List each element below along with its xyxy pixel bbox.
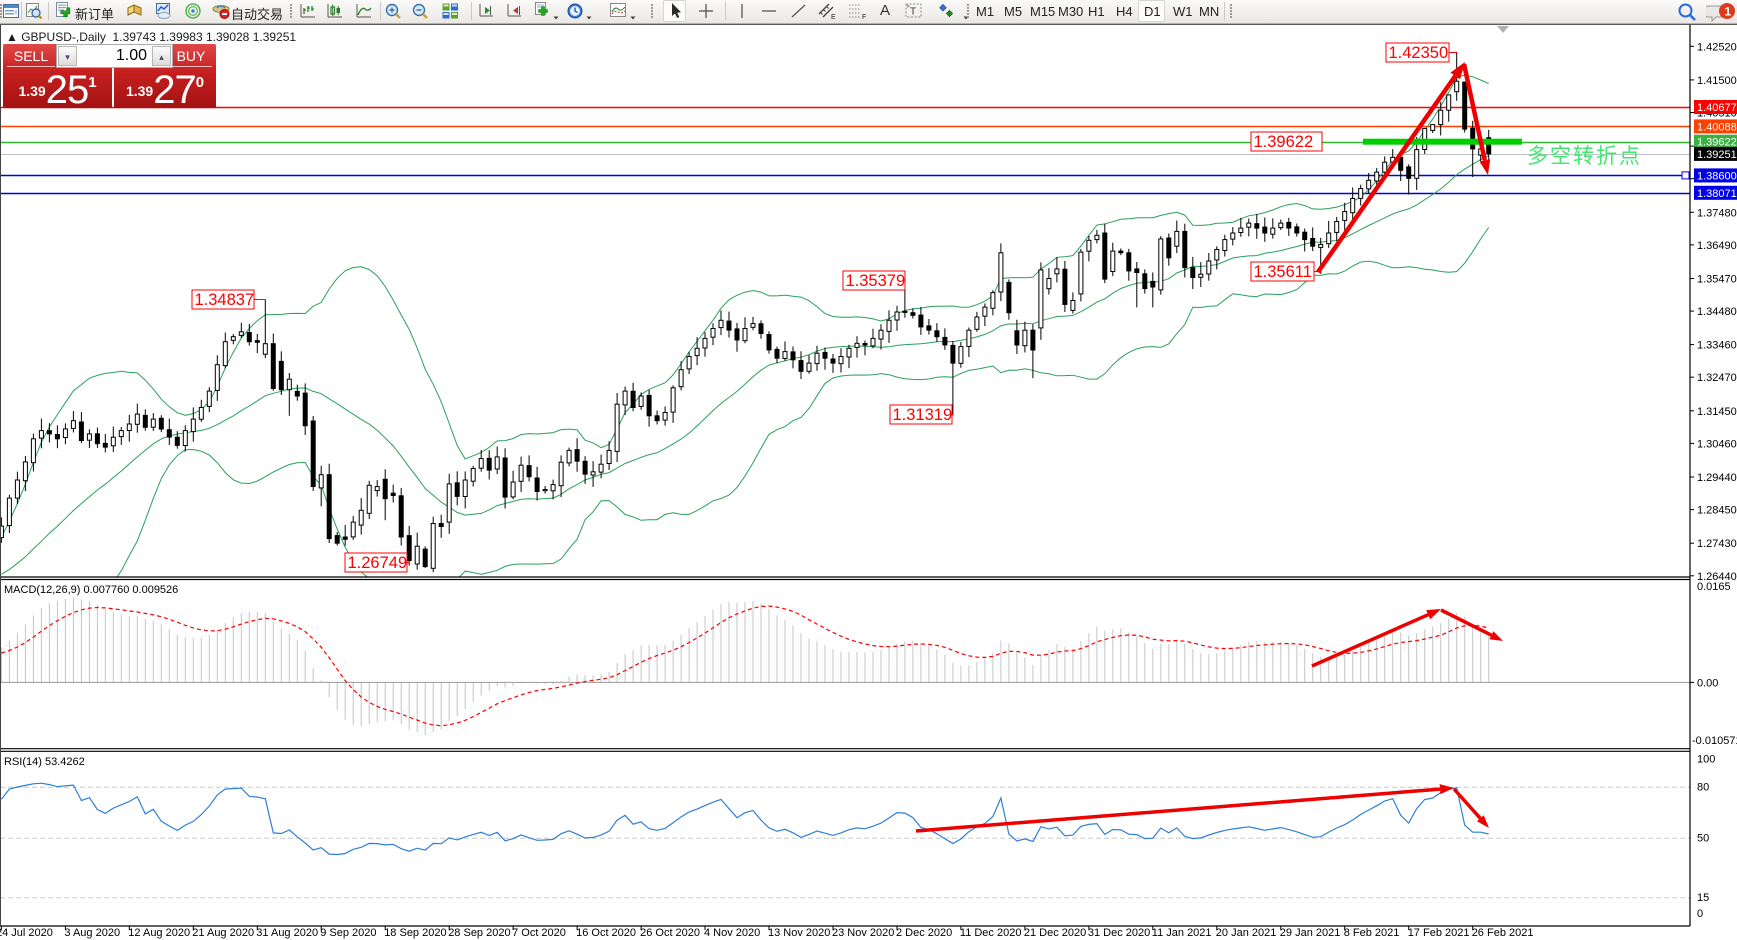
svg-text:1.39622: 1.39622	[1254, 133, 1314, 151]
svg-text:1.31450: 1.31450	[1697, 406, 1737, 418]
svg-text:F: F	[862, 14, 866, 20]
svg-text:0.00: 0.00	[1697, 677, 1718, 689]
svg-text:1.38071: 1.38071	[1697, 188, 1737, 200]
svg-text:1.40677: 1.40677	[1697, 102, 1737, 114]
svg-text:0: 0	[1697, 908, 1703, 920]
svg-text:1.33460: 1.33460	[1697, 340, 1737, 352]
svg-text:2 Dec 2020: 2 Dec 2020	[896, 927, 952, 939]
svg-text:1.38600: 1.38600	[1697, 170, 1737, 182]
svg-text:13 Nov 2020: 13 Nov 2020	[768, 927, 830, 939]
svg-text:31 Dec 2020: 31 Dec 2020	[1088, 927, 1150, 939]
svg-text:26 Oct 2020: 26 Oct 2020	[640, 927, 700, 939]
svg-text:1.35379: 1.35379	[846, 272, 906, 290]
svg-text:23 Nov 2020: 23 Nov 2020	[832, 927, 894, 939]
svg-text:1.35470: 1.35470	[1697, 274, 1737, 286]
svg-text:1.34837: 1.34837	[195, 291, 255, 309]
svg-text:1.31319: 1.31319	[893, 406, 953, 424]
svg-text:15: 15	[1697, 892, 1709, 904]
svg-text:80: 80	[1697, 781, 1709, 793]
svg-text:12 Aug 2020: 12 Aug 2020	[128, 927, 190, 939]
svg-text:11 Jan 2021: 11 Jan 2021	[1152, 927, 1212, 939]
svg-text:21 Dec 2020: 21 Dec 2020	[1024, 927, 1086, 939]
svg-text:1.35611: 1.35611	[1254, 263, 1312, 281]
svg-text:1.42350: 1.42350	[1389, 44, 1449, 62]
svg-text:21 Aug 2020: 21 Aug 2020	[192, 927, 254, 939]
svg-text:1.37480: 1.37480	[1697, 207, 1737, 219]
svg-text:11 Dec 2020: 11 Dec 2020	[960, 927, 1022, 939]
svg-text:3 Aug 2020: 3 Aug 2020	[64, 927, 120, 939]
svg-text:1: 1	[1725, 5, 1732, 19]
svg-text:1.39251: 1.39251	[1697, 149, 1737, 161]
svg-text:26 Feb 2021: 26 Feb 2021	[1472, 927, 1534, 939]
svg-text:1.26749: 1.26749	[348, 554, 408, 572]
svg-text:RSI(14) 53.4262: RSI(14) 53.4262	[4, 756, 85, 768]
svg-text:1.34480: 1.34480	[1697, 306, 1737, 318]
svg-text:1.27430: 1.27430	[1697, 538, 1737, 550]
svg-text:-0.010571: -0.010571	[1692, 735, 1737, 747]
svg-text:1.26440: 1.26440	[1697, 571, 1737, 583]
svg-text:100: 100	[1697, 753, 1715, 765]
svg-text:9 Sep 2020: 9 Sep 2020	[320, 927, 376, 939]
svg-text:50: 50	[1697, 832, 1709, 844]
svg-text:8 Feb 2021: 8 Feb 2021	[1344, 927, 1400, 939]
svg-text:7 Oct 2020: 7 Oct 2020	[512, 927, 566, 939]
svg-text:20 Jan 2021: 20 Jan 2021	[1216, 927, 1277, 939]
svg-text:T: T	[910, 7, 916, 18]
svg-text:1.41500: 1.41500	[1697, 75, 1737, 87]
svg-text:E: E	[831, 14, 836, 20]
svg-text:24 Jul 2020: 24 Jul 2020	[0, 927, 53, 939]
svg-text:1.29440: 1.29440	[1697, 472, 1737, 484]
svg-text:多空转折点: 多空转折点	[1527, 145, 1642, 168]
svg-text:16 Oct 2020: 16 Oct 2020	[576, 927, 636, 939]
svg-text:18 Sep 2020: 18 Sep 2020	[384, 927, 446, 939]
svg-text:MACD(12,26,9) 0.007760 0.00952: MACD(12,26,9) 0.007760 0.009526	[4, 584, 178, 596]
svg-text:28 Sep 2020: 28 Sep 2020	[448, 927, 510, 939]
svg-text:1.40088: 1.40088	[1697, 121, 1737, 133]
svg-text:1.39622: 1.39622	[1697, 137, 1737, 149]
svg-text:0.0165: 0.0165	[1697, 581, 1731, 593]
svg-text:4 Nov 2020: 4 Nov 2020	[704, 927, 760, 939]
svg-text:1.42520: 1.42520	[1697, 41, 1737, 53]
svg-text:1.32470: 1.32470	[1697, 372, 1737, 384]
svg-text:1.36490: 1.36490	[1697, 240, 1737, 252]
svg-text:29 Jan 2021: 29 Jan 2021	[1280, 927, 1341, 939]
svg-text:1.30460: 1.30460	[1697, 438, 1737, 450]
svg-text:17 Feb 2021: 17 Feb 2021	[1408, 927, 1470, 939]
svg-text:31 Aug 2020: 31 Aug 2020	[256, 927, 318, 939]
svg-text:1.28450: 1.28450	[1697, 505, 1737, 517]
